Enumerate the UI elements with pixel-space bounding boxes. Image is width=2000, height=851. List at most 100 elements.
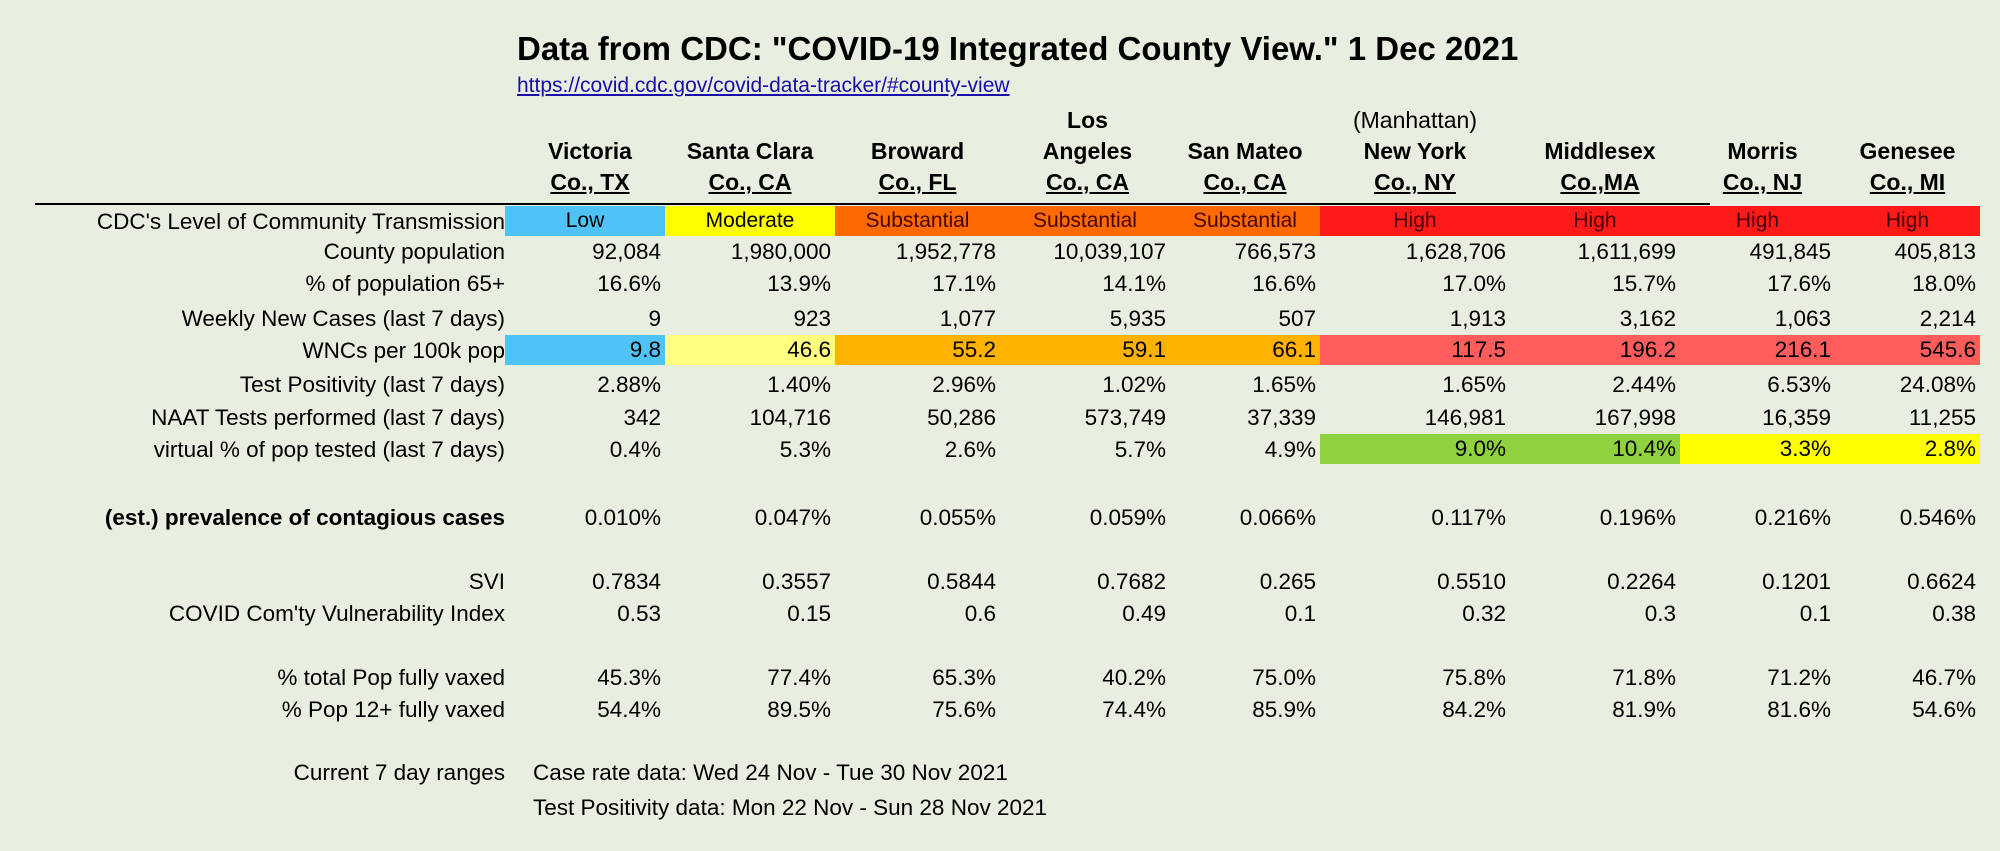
data-cell: 766,573 xyxy=(1234,239,1316,264)
data-cell: 77.4% xyxy=(767,665,831,690)
data-cell: 85.9% xyxy=(1252,697,1316,722)
county-name: New York xyxy=(1363,138,1467,164)
county-header: (Manhattan) New York Co., NY xyxy=(1320,107,1510,198)
row-label-weekly: Weekly New Cases (last 7 days) xyxy=(181,306,505,331)
transmission-level-cell: Moderate xyxy=(665,206,835,236)
source-link[interactable]: https://covid.cdc.gov/covid-data-tracker… xyxy=(517,74,1010,97)
data-cell: 9.8 xyxy=(505,335,665,365)
data-cell: 545.6 xyxy=(1835,335,1980,365)
data-cell: 1,611,699 xyxy=(1577,239,1676,264)
county-header: San Mateo Co., CA xyxy=(1170,108,1320,198)
transmission-level-cell: High xyxy=(1320,206,1510,236)
data-cell: 46.6 xyxy=(665,335,835,365)
data-cell: 10.4% xyxy=(1510,434,1680,464)
data-cell: 923 xyxy=(793,306,831,331)
data-cell: 75.0% xyxy=(1252,665,1316,690)
transmission-level-cell: Substantial xyxy=(1170,206,1320,236)
test-positivity-range: Test Positivity data: Mon 22 Nov - Sun 2… xyxy=(533,795,1048,820)
data-cell: 507 xyxy=(1278,306,1316,331)
data-cell: 0.5510 xyxy=(1437,569,1506,594)
row-label-vax12: % Pop 12+ fully vaxed xyxy=(281,697,505,722)
data-cell: 0.196% xyxy=(1599,505,1676,530)
data-cell: 1,077 xyxy=(939,306,996,331)
county-state: Co., FL xyxy=(878,169,957,195)
data-cell: 0.53 xyxy=(617,601,661,626)
data-cell: 0.055% xyxy=(919,505,996,530)
county-state: Co., CA xyxy=(1203,169,1287,195)
data-cell: 2.6% xyxy=(944,437,996,462)
data-cell: 18.0% xyxy=(1912,271,1976,296)
data-cell: 104,716 xyxy=(749,405,831,430)
county-state: Co.,MA xyxy=(1560,169,1640,195)
county-header: Broward Co., FL xyxy=(835,108,1000,198)
county-name: Victoria xyxy=(548,138,632,164)
county-name: San Mateo xyxy=(1187,138,1303,164)
row-label-level: CDC's Level of Community Transmission xyxy=(96,209,505,234)
data-cell: 3,162 xyxy=(1619,306,1676,331)
data-cell: 75.6% xyxy=(932,697,996,722)
data-cell: 0.066% xyxy=(1239,505,1316,530)
row-label-positivity: Test Positivity (last 7 days) xyxy=(239,372,505,397)
data-cell: 0.059% xyxy=(1089,505,1166,530)
data-cell: 1.40% xyxy=(767,372,831,397)
data-cell: 2,214 xyxy=(1919,306,1976,331)
data-cell: 50,286 xyxy=(927,405,996,430)
data-cell: 81.9% xyxy=(1612,697,1676,722)
data-cell: 4.9% xyxy=(1264,437,1316,462)
county-state: Co., MI xyxy=(1869,169,1946,195)
transmission-level-cell: Substantial xyxy=(835,206,1000,236)
data-cell: 0.1 xyxy=(1799,601,1831,626)
data-cell: 0.047% xyxy=(754,505,831,530)
data-cell: 5,935 xyxy=(1109,306,1166,331)
data-cell: 2.44% xyxy=(1612,372,1676,397)
data-cell: 40.2% xyxy=(1102,665,1166,690)
data-cell: 89.5% xyxy=(767,697,831,722)
data-cell: 1.02% xyxy=(1102,372,1166,397)
county-header: Victoria Co., TX xyxy=(515,108,665,198)
data-cell: 0.216% xyxy=(1754,505,1831,530)
row-label-pop: County population xyxy=(323,239,505,264)
data-cell: 1,980,000 xyxy=(730,239,831,264)
data-cell: 0.117% xyxy=(1431,505,1506,530)
data-cell: 74.4% xyxy=(1102,697,1166,722)
data-cell: 16,359 xyxy=(1762,405,1831,430)
data-cell: 66.1 xyxy=(1170,335,1320,365)
data-cell: 2.96% xyxy=(932,372,996,397)
data-cell: 71.2% xyxy=(1767,665,1831,690)
data-cell: 71.8% xyxy=(1612,665,1676,690)
data-cell: 2.8% xyxy=(1835,434,1980,464)
county-header: Santa Clara Co., CA xyxy=(665,108,835,198)
data-cell: 167,998 xyxy=(1594,405,1676,430)
county-name: Genesee xyxy=(1859,138,1956,164)
data-cell: 46.7% xyxy=(1912,665,1976,690)
row-label-wnc: WNCs per 100k pop xyxy=(302,338,505,363)
data-cell: 1,063 xyxy=(1774,306,1831,331)
data-cell: 11,255 xyxy=(1908,405,1976,430)
county-header: Morris Co., NJ xyxy=(1690,108,1835,198)
data-cell: 146,981 xyxy=(1424,405,1506,430)
county-state: Co., NJ xyxy=(1722,169,1803,195)
data-cell: 84.2% xyxy=(1442,697,1506,722)
data-cell: 0.7682 xyxy=(1097,569,1166,594)
transmission-level-cell: High xyxy=(1835,206,1980,236)
data-cell: 1.65% xyxy=(1442,372,1506,397)
data-cell: 54.6% xyxy=(1912,697,1976,722)
data-cell: 1.65% xyxy=(1252,372,1316,397)
transmission-level-cell: Substantial xyxy=(1000,206,1170,236)
row-label-vaxtotal: % total Pop fully vaxed xyxy=(277,665,505,690)
case-rate-range: Case rate data: Wed 24 Nov - Tue 30 Nov … xyxy=(533,760,1008,785)
data-cell: 0.38 xyxy=(1932,601,1976,626)
county-header: Middlesex Co.,MA xyxy=(1520,108,1680,198)
data-cell: 13.9% xyxy=(767,271,831,296)
county-header: Genesee Co., MI xyxy=(1835,108,1980,198)
row-label-naat: NAAT Tests performed (last 7 days) xyxy=(151,405,505,430)
transmission-level-cell: Low xyxy=(505,206,665,236)
county-name: Middlesex xyxy=(1544,138,1656,164)
data-cell: 0.32 xyxy=(1462,601,1506,626)
county-header-prefix: (Manhattan) xyxy=(1352,107,1477,133)
data-cell: 0.546% xyxy=(1899,505,1976,530)
data-cell: 14.1% xyxy=(1102,271,1166,296)
data-cell: 75.8% xyxy=(1442,665,1506,690)
data-cell: 0.5844 xyxy=(927,569,996,594)
data-cell: 0.6 xyxy=(964,601,996,626)
